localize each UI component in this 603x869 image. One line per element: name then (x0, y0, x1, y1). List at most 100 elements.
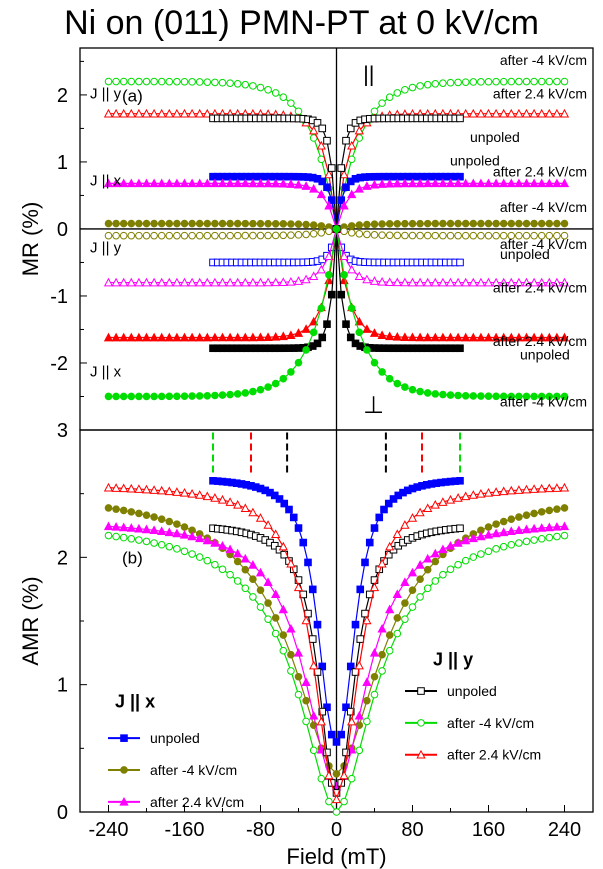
point-y_par_24 (506, 108, 516, 118)
point-y_perp_m4 (294, 231, 303, 239)
point-b_y_m4 (233, 577, 242, 585)
point-x_perp_m4 (545, 392, 554, 401)
point-b_x_m4 (173, 520, 181, 528)
point-y_par_un (342, 136, 350, 145)
point-b_y_un (346, 707, 355, 716)
point-x_par_m4 (423, 219, 432, 228)
point-y_par_m4 (446, 78, 455, 87)
series-x_par_m4 (104, 219, 569, 233)
point-b_y_m4 (454, 560, 462, 569)
point-x_perp_24 (240, 332, 250, 342)
point-y_perp_24 (385, 277, 395, 286)
point-b_x_24 (430, 548, 440, 558)
point-y_perp_24 (559, 277, 570, 287)
point-b_y_24 (476, 488, 486, 498)
right-label-5: after -4 kV/cm (500, 199, 587, 215)
point-y_perp_m4 (401, 231, 409, 240)
point-b_x_m4 (142, 511, 151, 519)
point-b_y_m4 (408, 603, 417, 611)
point-x_par_m4 (431, 219, 440, 228)
point-x_par_24 (377, 179, 387, 188)
right-label-2: unpoled (470, 129, 520, 145)
point-y_perp_24 (202, 277, 212, 287)
point-y_perp_m4 (135, 231, 143, 240)
point-x_perp_24 (157, 332, 167, 342)
point-y_perp_m4 (477, 231, 485, 240)
point-x_par_24 (514, 178, 524, 188)
annot-perp: ⊥ (363, 392, 384, 419)
point-x_perp_m4 (393, 379, 402, 388)
point-b_y_m4 (211, 560, 219, 569)
point-x_par_m4 (218, 219, 227, 228)
point-y_perp_24 (141, 277, 152, 287)
point-x_par_24 (559, 178, 570, 188)
point-b_y_m4 (294, 690, 303, 699)
point-y_par_m4 (530, 77, 538, 86)
point-b_y_un (361, 609, 369, 618)
point-y_par_m4 (233, 80, 242, 88)
point-y_perp_24 (514, 277, 524, 287)
point-y_par_m4 (256, 83, 265, 92)
point-b_y_24 (187, 488, 197, 498)
point-x_perp_24 (430, 332, 440, 342)
point-y_perp_24 (400, 277, 410, 287)
point-y_perp_m4 (423, 231, 432, 240)
point-y_perp_24 (210, 277, 220, 287)
point-y_perp_24 (316, 264, 326, 274)
point-y_par_24 (537, 108, 547, 118)
b-xtick-label-5: 160 (472, 819, 505, 841)
point-y_par_24 (172, 108, 182, 118)
point-b_x_24 (362, 677, 372, 686)
point-y_par_m4 (492, 77, 500, 86)
point-b_y_m4 (150, 539, 158, 547)
point-b_y_24 (278, 541, 288, 551)
point-x_perp_m4 (363, 346, 371, 354)
point-y_perp_24 (377, 276, 387, 286)
legend-x-title: J || x (115, 692, 155, 712)
point-b_y_m4 (378, 667, 386, 675)
b-xtick-label-1: -160 (164, 819, 204, 841)
point-x_par_24 (141, 178, 152, 188)
point-b_x_24 (134, 523, 144, 533)
point-b_y_24 (141, 484, 152, 494)
point-x_par_24 (339, 200, 349, 210)
point-b_x_un (323, 703, 331, 712)
point-b_x_24 (369, 647, 380, 657)
point-y_perp_24 (415, 277, 425, 287)
point-x_par_24 (453, 178, 463, 188)
annot-jx-top: J || x (90, 172, 122, 189)
point-b_y_24 (483, 488, 494, 497)
point-b_x_un (361, 558, 369, 567)
point-b_y_24 (210, 493, 220, 502)
point-y_perp_24 (552, 277, 562, 287)
point-x_perp_m4 (416, 387, 424, 396)
point-x_perp_m4 (294, 358, 303, 367)
point-b_x_24 (202, 535, 212, 545)
point-x_par_m4 (112, 219, 120, 228)
point-y_par_24 (354, 125, 364, 135)
point-x_par_24 (400, 178, 410, 188)
point-y_par_24 (499, 108, 509, 118)
series-b_y_24 (103, 482, 570, 804)
point-x_par_24 (271, 178, 281, 188)
point-y_perp_24 (468, 277, 478, 287)
point-x_par_m4 (203, 219, 212, 228)
point-x_perp_un (318, 333, 327, 342)
point-b_y_m4 (127, 534, 136, 543)
point-x_par_m4 (241, 219, 250, 228)
point-x_par_24 (544, 178, 554, 188)
point-y_par_m4 (461, 78, 470, 86)
point-b_x_m4 (423, 565, 432, 574)
point-x_par_24 (210, 178, 220, 188)
point-y_perp_m4 (545, 231, 554, 240)
point-b_x_24 (309, 710, 319, 720)
point-b_x_un (370, 524, 379, 532)
point-x_par_m4 (294, 220, 303, 229)
point-y_perp_m4 (461, 231, 470, 240)
point-x_perp_24 (119, 332, 129, 342)
point-b_y_24 (529, 484, 539, 493)
panel-a-label: (a) (122, 87, 143, 106)
point-y_par_m4 (507, 77, 516, 86)
point-x_perp_m4 (515, 392, 523, 401)
point-x_par_un (323, 183, 331, 192)
